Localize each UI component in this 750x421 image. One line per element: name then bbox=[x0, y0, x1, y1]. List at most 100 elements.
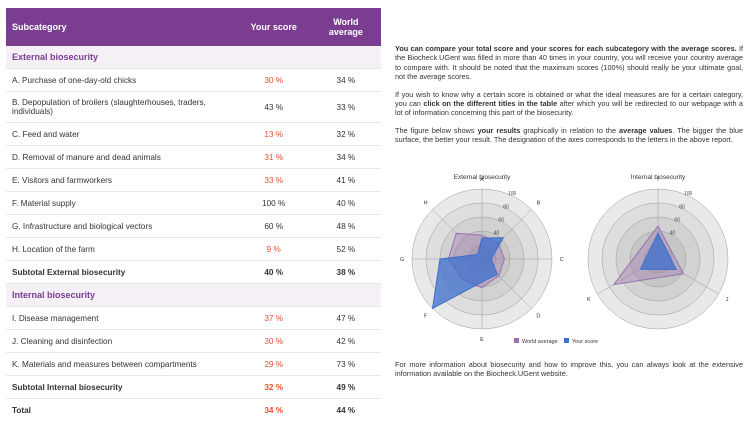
row-score: 37 % bbox=[237, 307, 311, 330]
row-average: 34 % bbox=[311, 146, 381, 169]
row-label[interactable]: A. Purchase of one-day-old chicks bbox=[6, 69, 237, 92]
paragraph-figure-a: The figure below shows bbox=[395, 126, 478, 135]
row-score: 60 % bbox=[237, 215, 311, 238]
row-average: 48 % bbox=[311, 215, 381, 238]
radar-axis-label-h: H bbox=[424, 201, 428, 207]
total-score: 34 % bbox=[237, 399, 311, 421]
section-external-title[interactable]: External biosecurity bbox=[6, 46, 381, 69]
row-label[interactable]: H. Location of the farm bbox=[6, 238, 237, 261]
row-score: 100 % bbox=[237, 192, 311, 215]
section-internal[interactable]: Internal biosecurity bbox=[6, 284, 381, 307]
radar-axis-label-f: F bbox=[424, 313, 428, 319]
paragraph-click-bold: click on the different titles in the tab… bbox=[423, 99, 557, 108]
row-label[interactable]: C. Feed and water bbox=[6, 123, 237, 146]
total-average: 44 % bbox=[311, 399, 381, 421]
legend-label-world: World average bbox=[522, 339, 558, 345]
row-label[interactable]: E. Visitors and farmworkers bbox=[6, 169, 237, 192]
row-label[interactable]: G. Infrastructure and biological vectors bbox=[6, 215, 237, 238]
row-label[interactable]: B. Depopulation of broilers (slaughterho… bbox=[6, 92, 237, 123]
subtotal-average: 38 % bbox=[311, 261, 381, 284]
score-table: Subcategory Your score World average Ext… bbox=[6, 8, 381, 421]
row-average: 47 % bbox=[311, 307, 381, 330]
subtotal-label: Subtotal Internal biosecurity bbox=[6, 376, 237, 399]
radar-tick-label: 100 bbox=[508, 191, 517, 197]
subtotal-score: 32 % bbox=[237, 376, 311, 399]
row-average: 32 % bbox=[311, 123, 381, 146]
header-your-score: Your score bbox=[237, 8, 311, 46]
legend-swatch-world bbox=[514, 338, 519, 343]
row-score: 29 % bbox=[237, 353, 311, 376]
paragraph-figure: The figure below shows your results grap… bbox=[395, 126, 743, 145]
table-header-row: Subcategory Your score World average bbox=[6, 8, 381, 46]
radar-tick-label: 80 bbox=[679, 204, 685, 210]
subtotal-score: 40 % bbox=[237, 261, 311, 284]
subtotal-average: 49 % bbox=[311, 376, 381, 399]
row-score: 9 % bbox=[237, 238, 311, 261]
row-average: 42 % bbox=[311, 330, 381, 353]
explanation-text: You can compare your total score and you… bbox=[395, 44, 743, 153]
row-label[interactable]: I. Disease management bbox=[6, 307, 237, 330]
header-world-average: World average bbox=[311, 8, 381, 46]
radar-axis-label-k: K bbox=[587, 297, 591, 303]
paragraph-compare: You can compare your total score and you… bbox=[395, 44, 743, 82]
row-score: 43 % bbox=[237, 92, 311, 123]
radar-axis-label-g: G bbox=[400, 257, 404, 263]
radar-axis-label-c: C bbox=[560, 257, 564, 263]
footer-text: For more information about biosecurity a… bbox=[395, 360, 743, 379]
radar-tick-label: 80 bbox=[503, 204, 509, 210]
paragraph-figure-b: graphically in relation to the bbox=[520, 126, 619, 135]
row-score: 30 % bbox=[237, 330, 311, 353]
radar-axis-label-a: A bbox=[480, 177, 484, 183]
paragraph-figure-bold1: your results bbox=[478, 126, 521, 135]
radar-tick-label: 40 bbox=[494, 231, 500, 237]
row-score: 13 % bbox=[237, 123, 311, 146]
row-average: 52 % bbox=[311, 238, 381, 261]
section-external[interactable]: External biosecurity bbox=[6, 46, 381, 69]
table-row[interactable]: G. Infrastructure and biological vectors… bbox=[6, 215, 381, 238]
total-label: Total bbox=[6, 399, 237, 421]
row-label[interactable]: K. Materials and measures between compar… bbox=[6, 353, 237, 376]
row-score: 30 % bbox=[237, 69, 311, 92]
legend-label-yours: Your score bbox=[572, 339, 598, 345]
paragraph-figure-bold2: average values bbox=[619, 126, 672, 135]
radar-axis-label-e: E bbox=[480, 337, 484, 343]
header-subcategory: Subcategory bbox=[6, 8, 237, 46]
table-row[interactable]: B. Depopulation of broilers (slaughterho… bbox=[6, 92, 381, 123]
row-average: 41 % bbox=[311, 169, 381, 192]
radar-axis-label-d: D bbox=[536, 313, 540, 319]
radar-axis-label-j: J bbox=[726, 297, 729, 303]
radar-charts: External biosecurity Internal biosecurit… bbox=[396, 167, 744, 357]
score-table-panel: Subcategory Your score World average Ext… bbox=[6, 8, 381, 421]
section-internal-title[interactable]: Internal biosecurity bbox=[6, 284, 381, 307]
row-label[interactable]: F. Material supply bbox=[6, 192, 237, 215]
row-average: 34 % bbox=[311, 69, 381, 92]
row-average: 33 % bbox=[311, 92, 381, 123]
row-label[interactable]: J. Cleaning and disinfection bbox=[6, 330, 237, 353]
row-score: 33 % bbox=[237, 169, 311, 192]
paragraph-click: If you wish to know why a certain score … bbox=[395, 90, 743, 118]
row-average: 73 % bbox=[311, 353, 381, 376]
row-label[interactable]: D. Removal of manure and dead animals bbox=[6, 146, 237, 169]
subtotal-label: Subtotal External biosecurity bbox=[6, 261, 237, 284]
radar-tick-label: 100 bbox=[684, 191, 693, 197]
row-average: 40 % bbox=[311, 192, 381, 215]
radar-tick-label: 60 bbox=[674, 218, 680, 224]
radar-chart-svg: External biosecurity Internal biosecurit… bbox=[396, 167, 744, 357]
legend-swatch-yours bbox=[564, 338, 569, 343]
chart-legend: World average Your score bbox=[514, 338, 598, 345]
table-row[interactable]: K. Materials and measures between compar… bbox=[6, 353, 381, 376]
row-score: 31 % bbox=[237, 146, 311, 169]
